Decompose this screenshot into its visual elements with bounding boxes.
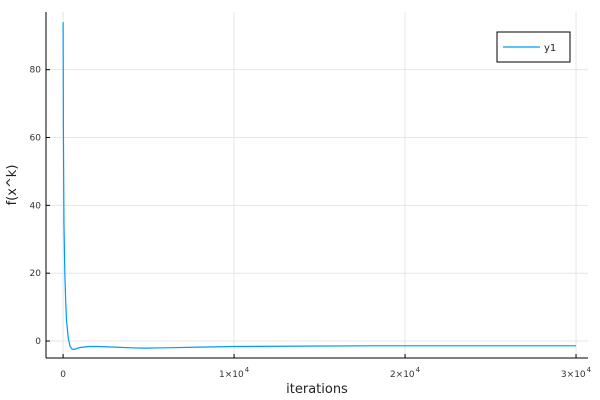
y-axis-label: f(x^k)	[5, 165, 20, 206]
series-lines	[62, 22, 577, 351]
axes	[45, 12, 588, 359]
legend: y1	[496, 31, 571, 63]
tick-labels: 0 20 40 60 80 0 1×104 2×104 3×104	[30, 66, 592, 380]
x-tick-label: 2×104	[390, 366, 421, 380]
grid-lines	[46, 12, 588, 358]
x-tick-label: 0	[60, 370, 66, 380]
series-line-y1	[62, 22, 577, 351]
y-tick-label: 0	[35, 337, 41, 347]
y-tick-label: 80	[30, 66, 42, 76]
x-tick-label: 1×104	[219, 366, 250, 380]
legend-entry-y1: y1	[544, 43, 556, 54]
y-tick-label: 60	[30, 134, 42, 144]
y-tick-label: 20	[30, 269, 42, 279]
y-tick-label: 40	[30, 201, 42, 211]
x-tick-label: 3×104	[561, 366, 592, 380]
x-axis-label: iterations	[286, 382, 348, 397]
